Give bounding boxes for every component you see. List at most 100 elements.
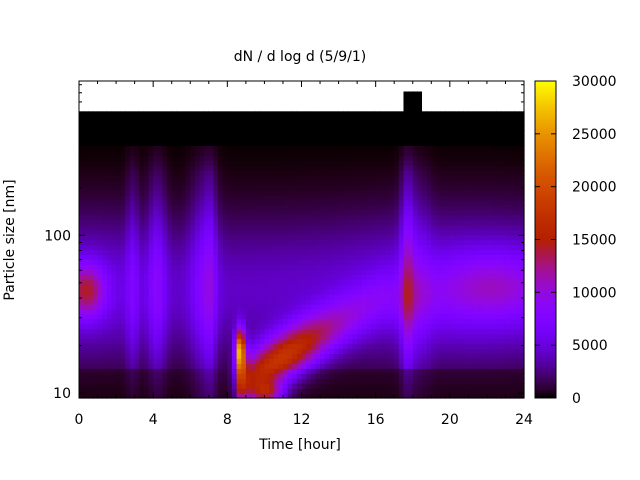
heatmap-cell (417, 333, 423, 340)
heatmap-cell (88, 170, 94, 176)
heatmap-cell (431, 308, 437, 315)
heatmap-cell (394, 259, 400, 265)
heatmap-cell (269, 95, 275, 102)
heatmap-cell (171, 323, 177, 330)
heatmap-cell (106, 140, 113, 146)
heatmap-cell (92, 393, 99, 399)
heatmap-cell (139, 115, 145, 122)
heatmap-cell (347, 185, 354, 191)
heatmap-cell (431, 343, 437, 350)
heatmap-cell (79, 234, 85, 241)
heatmap-cell (162, 254, 168, 260)
heatmap-cell (213, 105, 219, 112)
heatmap-cell (213, 120, 219, 127)
heatmap-cell (352, 125, 358, 132)
heatmap-cell (343, 199, 349, 206)
heatmap-cell (329, 90, 335, 97)
heatmap-cell (435, 298, 442, 305)
heatmap-cell (357, 373, 363, 379)
heatmap-cell (102, 165, 108, 171)
heatmap-cell (264, 214, 270, 221)
heatmap-cell (435, 115, 442, 122)
heatmap-cell (157, 393, 164, 399)
heatmap-cell (357, 274, 363, 280)
heatmap-cell (384, 81, 391, 87)
heatmap-cell (375, 358, 381, 364)
heatmap-cell (310, 323, 317, 330)
heatmap-cell (222, 348, 228, 355)
heatmap-cell (79, 209, 85, 216)
heatmap-cell (259, 125, 266, 132)
heatmap-cell (435, 378, 442, 384)
heatmap-cell (343, 214, 349, 221)
heatmap-cell (222, 150, 228, 156)
heatmap-cell (134, 284, 140, 290)
heatmap-cell (403, 388, 409, 394)
heatmap-cell (245, 145, 252, 151)
heatmap-cell (310, 313, 317, 320)
heatmap-cell (148, 303, 154, 310)
heatmap-cell (352, 199, 358, 206)
heatmap-cell (269, 388, 275, 394)
heatmap-cell (343, 160, 349, 166)
heatmap-cell (79, 358, 85, 364)
heatmap-cell (106, 95, 113, 102)
heatmap-cell (269, 135, 275, 142)
heatmap-cell (148, 249, 154, 255)
heatmap-cell (315, 318, 321, 325)
heatmap-cell (199, 170, 205, 176)
heatmap-cell (102, 298, 108, 305)
heatmap-cell (389, 323, 395, 330)
heatmap-cell (194, 234, 201, 241)
heatmap-cell (92, 279, 99, 285)
heatmap-cell (394, 140, 400, 146)
heatmap-cell (315, 373, 321, 379)
heatmap-cell (422, 338, 428, 345)
heatmap-cell (352, 284, 358, 290)
heatmap-cell (264, 170, 270, 176)
heatmap-cell (250, 244, 256, 250)
heatmap-cell (116, 259, 122, 265)
heatmap-cell (269, 85, 275, 92)
heatmap-cell (236, 199, 242, 206)
heatmap-cell (264, 259, 270, 265)
heatmap-cell (408, 224, 414, 231)
heatmap-cell (79, 170, 85, 176)
heatmap-cell (162, 383, 168, 389)
heatmap-cell (361, 363, 367, 369)
heatmap-cell (116, 289, 122, 295)
heatmap-cell (310, 239, 317, 246)
heatmap-cell (352, 279, 358, 285)
heatmap-cell (301, 378, 307, 384)
heatmap-cell (231, 318, 238, 325)
heatmap-cell (129, 303, 136, 310)
heatmap-cell (213, 393, 219, 399)
heatmap-cell (278, 214, 284, 221)
heatmap-cell (129, 150, 136, 156)
heatmap-cell (190, 95, 196, 102)
heatmap-cell (343, 318, 349, 325)
heatmap-cell (167, 155, 173, 161)
heatmap-cell (310, 95, 317, 102)
heatmap-cell (92, 274, 99, 280)
heatmap-cell (398, 383, 405, 389)
heatmap-cell (403, 313, 409, 320)
heatmap-cell (125, 338, 131, 345)
heatmap-cell (153, 165, 159, 171)
heatmap-cell (361, 259, 367, 265)
heatmap-cell (176, 313, 182, 320)
heatmap-cell (389, 194, 395, 201)
heatmap-cell (333, 343, 340, 350)
heatmap-cell (371, 298, 377, 305)
heatmap-cell (129, 105, 136, 112)
heatmap-cell (412, 318, 418, 325)
heatmap-cell (269, 160, 275, 166)
heatmap-cell (412, 189, 418, 196)
heatmap-cell (92, 378, 99, 384)
heatmap-cell (366, 308, 372, 315)
chart-title: dN / d log d (5/9/1) (234, 49, 367, 65)
heatmap-cell (269, 254, 275, 260)
heatmap-cell (408, 185, 414, 191)
heatmap-cell (111, 140, 117, 146)
heatmap-cell (259, 204, 266, 211)
